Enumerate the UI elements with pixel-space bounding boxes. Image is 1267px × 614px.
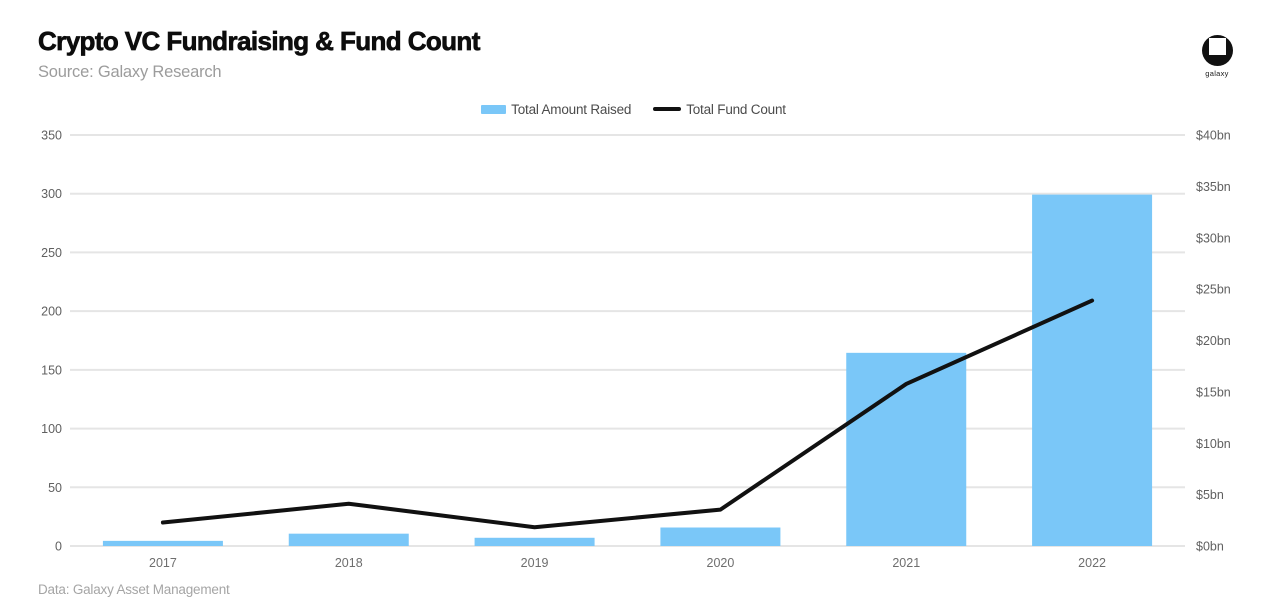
x-axis-label-2018: 2018 — [335, 556, 363, 570]
fund-count-line — [160, 298, 1095, 530]
right-axis-tick-10bn: $10bn — [1196, 437, 1231, 451]
left-axis-tick-200: 200 — [41, 305, 62, 319]
left-axis-tick-350: 350 — [41, 129, 62, 143]
right-axis-tick-15bn: $15bn — [1196, 385, 1231, 399]
page-title: Crypto VC Fundraising & Fund Count — [38, 26, 481, 57]
galaxy-logo-icon — [1201, 35, 1233, 66]
source-label: Source: Galaxy Research — [38, 63, 222, 81]
bar-2018 — [288, 533, 409, 546]
left-axis-tick-250: 250 — [41, 246, 62, 260]
legend-swatch-bar — [481, 104, 507, 114]
chart-legend: Total Amount Raised Total Fund Count — [0, 100, 1267, 118]
bar-2019 — [474, 537, 595, 546]
left-axis-tick-0: 0 — [55, 540, 62, 554]
galaxy-logo: galaxy — [1196, 35, 1238, 78]
bar-2017 — [102, 540, 223, 546]
right-axis-tick-20bn: $20bn — [1196, 334, 1231, 348]
legend-item-label: Total Amount Raised — [511, 101, 632, 117]
left-axis-tick-300: 300 — [41, 187, 62, 201]
x-axis-label-2019: 2019 — [521, 556, 549, 570]
right-axis-tick-25bn: $25bn — [1196, 283, 1231, 297]
legend-swatch-line — [653, 106, 682, 112]
bar-2022 — [1032, 194, 1153, 546]
legend-item-total-amount-raised: Total Amount Raised — [481, 102, 631, 117]
x-axis-label-2017: 2017 — [149, 556, 177, 570]
right-axis-tick-30bn: $30bn — [1196, 231, 1231, 245]
left-axis-tick-150: 150 — [41, 363, 62, 377]
x-axis-label-2020: 2020 — [707, 556, 735, 570]
right-axis-tick-0bn: $0bn — [1196, 540, 1224, 554]
right-axis-tick-5bn: $5bn — [1196, 488, 1224, 502]
left-axis-tick-50: 50 — [48, 481, 62, 495]
galaxy-wordmark: galaxy — [1205, 69, 1229, 78]
legend-item-label: Total Fund Count — [686, 101, 786, 117]
data-note: Data: Galaxy Asset Management — [38, 582, 230, 597]
x-axis-label-2021: 2021 — [892, 556, 920, 570]
right-axis-tick-35bn: $35bn — [1196, 180, 1231, 194]
x-axis-label-2022: 2022 — [1078, 556, 1106, 570]
left-axis-tick-100: 100 — [41, 422, 62, 436]
right-axis-tick-40bn: $40bn — [1196, 129, 1231, 143]
chart-header: Crypto VC Fundraising & Fund Count Sourc… — [38, 26, 481, 82]
bar-2020 — [660, 527, 781, 546]
legend-item-total-fund-count: Total Fund Count — [653, 102, 786, 117]
